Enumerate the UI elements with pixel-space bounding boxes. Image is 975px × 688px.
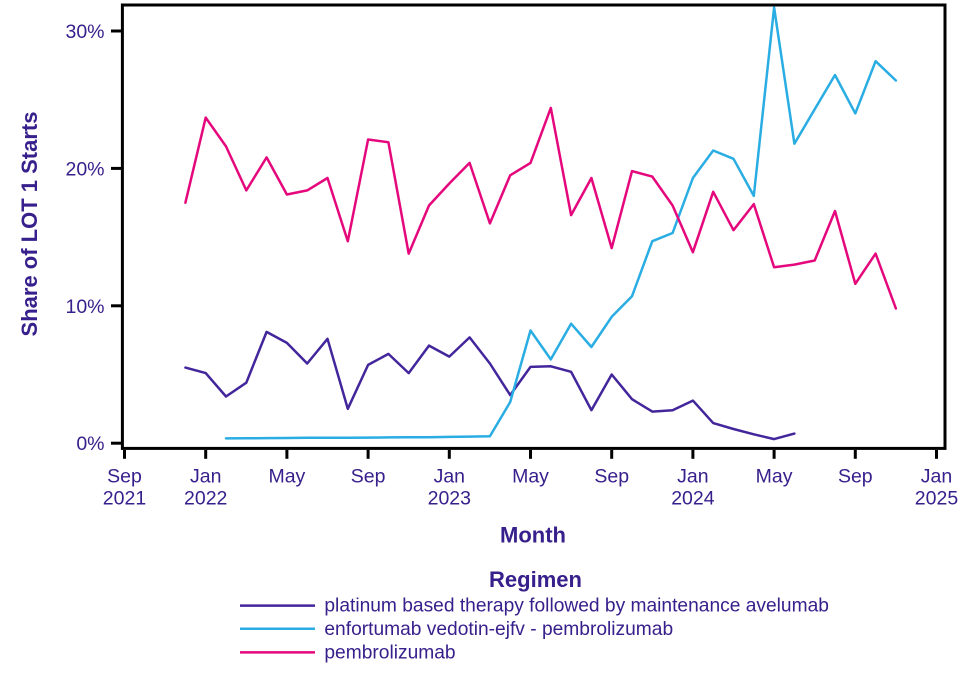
svg-text:pembrolizumab: pembrolizumab — [324, 642, 455, 663]
svg-text:Jan: Jan — [190, 466, 221, 488]
svg-text:May: May — [756, 466, 793, 488]
svg-text:Jan: Jan — [921, 466, 952, 488]
svg-text:Share of LOT 1 Starts: Share of LOT 1 Starts — [17, 112, 42, 337]
svg-text:20%: 20% — [65, 158, 104, 180]
svg-text:2021: 2021 — [103, 488, 146, 510]
svg-text:Sep: Sep — [838, 466, 873, 488]
svg-text:Jan: Jan — [677, 466, 708, 488]
svg-text:2024: 2024 — [671, 488, 715, 510]
svg-text:Sep: Sep — [594, 466, 629, 488]
svg-text:10%: 10% — [65, 296, 104, 318]
svg-text:Jan: Jan — [434, 466, 465, 488]
svg-text:platinum based therapy followe: platinum based therapy followed by maint… — [324, 596, 829, 617]
svg-text:enfortumab vedotin-ejfv - pemb: enfortumab vedotin-ejfv - pembrolizumab — [324, 619, 673, 640]
svg-text:0%: 0% — [76, 433, 104, 455]
svg-text:Sep: Sep — [107, 466, 142, 488]
svg-text:2023: 2023 — [428, 488, 471, 510]
svg-text:May: May — [268, 466, 305, 488]
svg-text:Month: Month — [500, 523, 566, 548]
svg-text:30%: 30% — [65, 21, 104, 43]
svg-text:Sep: Sep — [351, 466, 386, 488]
svg-text:2022: 2022 — [184, 488, 227, 510]
svg-text:May: May — [512, 466, 549, 488]
svg-text:Regimen: Regimen — [489, 567, 582, 592]
svg-text:2025: 2025 — [915, 488, 959, 510]
